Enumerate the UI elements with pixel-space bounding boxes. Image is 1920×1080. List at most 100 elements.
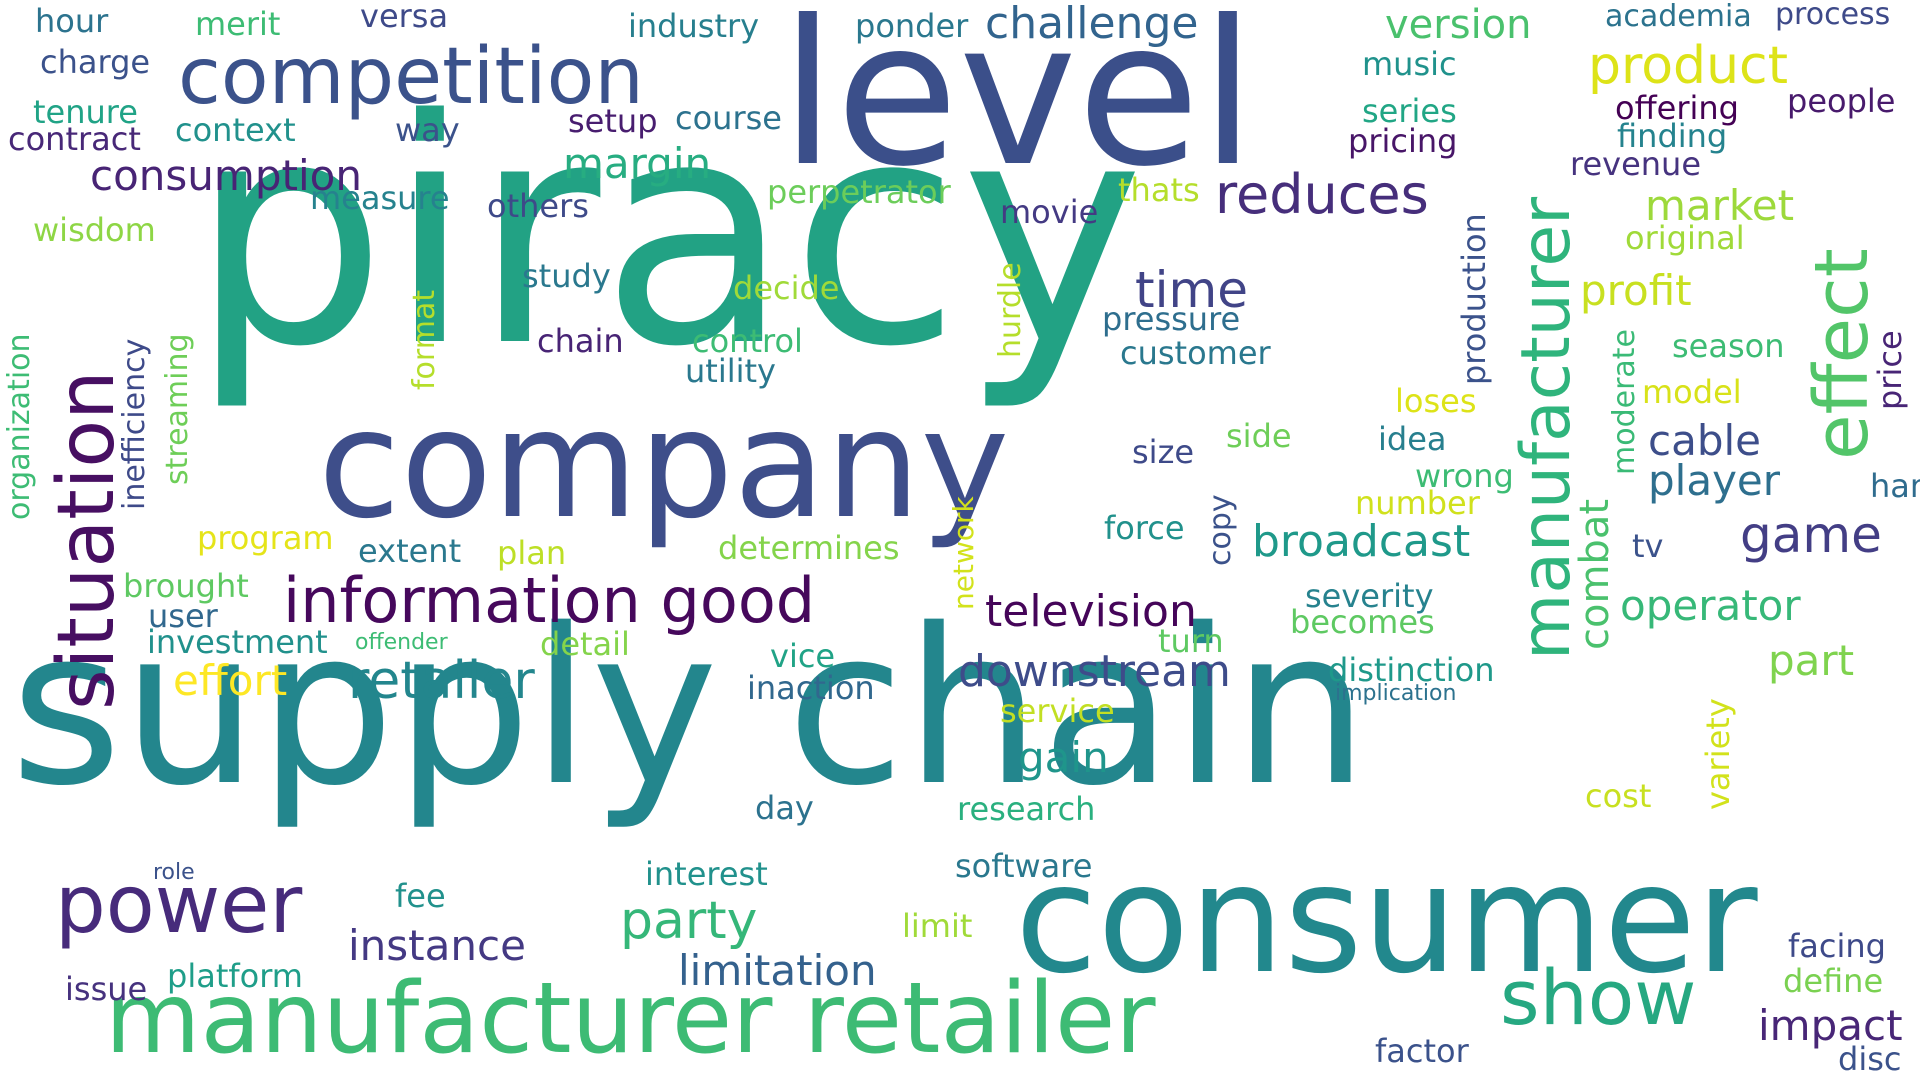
word-finding: finding bbox=[1617, 117, 1728, 155]
word-control: control bbox=[692, 322, 803, 360]
word-role: role bbox=[153, 860, 195, 885]
word-service: service bbox=[1000, 692, 1115, 730]
word-retailer: retailer bbox=[348, 651, 535, 711]
word-original: original bbox=[1625, 219, 1745, 257]
word-others: others bbox=[487, 187, 589, 225]
word-organization: organization bbox=[2, 333, 37, 520]
word-downstream: downstream bbox=[958, 646, 1231, 697]
word-instance: instance bbox=[348, 921, 526, 970]
word-consumption: consumption bbox=[90, 151, 362, 200]
word-broadcast: broadcast bbox=[1252, 516, 1471, 567]
word-pressure: pressure bbox=[1102, 300, 1241, 338]
word-cable: cable bbox=[1648, 416, 1761, 465]
word-disc: disc bbox=[1838, 1040, 1902, 1078]
word-chain: chain bbox=[537, 322, 624, 360]
word-process: process bbox=[1775, 0, 1891, 32]
word-company: company bbox=[318, 378, 1010, 552]
word-profit: profit bbox=[1580, 266, 1692, 315]
word-format: format bbox=[407, 289, 442, 390]
word-margin: margin bbox=[563, 139, 712, 188]
word-determines: determines bbox=[718, 529, 900, 567]
word-copy: copy bbox=[1203, 494, 1238, 566]
word-effort: effort bbox=[173, 656, 288, 705]
word-season: season bbox=[1672, 327, 1785, 365]
word-product: product bbox=[1588, 36, 1789, 96]
word-loses: loses bbox=[1395, 382, 1477, 420]
word-challenge: challenge bbox=[985, 0, 1199, 49]
word-measure: measure bbox=[310, 179, 450, 217]
word-pricing: pricing bbox=[1348, 122, 1458, 160]
word-variety: variety bbox=[1699, 698, 1737, 810]
word-software: software bbox=[955, 847, 1093, 885]
word-investment: investment bbox=[147, 623, 328, 661]
word-user: user bbox=[148, 597, 218, 635]
word-interest: interest bbox=[645, 855, 768, 893]
word-part: part bbox=[1768, 636, 1855, 685]
word-hurdle: hurdle bbox=[993, 262, 1028, 358]
word-brought: brought bbox=[123, 567, 249, 605]
word-market: market bbox=[1645, 181, 1795, 230]
word-price: price bbox=[1871, 330, 1909, 410]
word-party: party bbox=[620, 891, 758, 951]
word-factor: factor bbox=[1375, 1032, 1469, 1070]
word-gain: gain bbox=[1018, 733, 1109, 782]
word-limitation: limitation bbox=[678, 946, 877, 995]
word-limit: limit bbox=[902, 907, 973, 945]
word-utility: utility bbox=[685, 352, 776, 390]
word-context: context bbox=[175, 111, 296, 149]
word-tv: tv bbox=[1632, 527, 1664, 565]
word-people: people bbox=[1787, 82, 1896, 120]
word-music: music bbox=[1362, 45, 1457, 83]
word-distinction: distinction bbox=[1328, 651, 1495, 689]
word-setup: setup bbox=[568, 102, 658, 140]
word-ponder: ponder bbox=[855, 7, 969, 45]
word-combat: combat bbox=[1572, 498, 1618, 650]
word-series: series bbox=[1362, 92, 1457, 130]
word-production: production bbox=[1455, 213, 1493, 385]
word-number: number bbox=[1355, 484, 1480, 522]
word-course: course bbox=[675, 99, 782, 137]
word-detail: detail bbox=[540, 625, 630, 663]
word-game: game bbox=[1740, 506, 1882, 564]
word-operator: operator bbox=[1620, 581, 1801, 630]
word-manufacturer-retailer: manufacturer retailer bbox=[105, 962, 1156, 1076]
word-competition: competition bbox=[178, 32, 644, 122]
word-model: model bbox=[1642, 373, 1742, 411]
word-charge: charge bbox=[40, 43, 151, 81]
word-merit: merit bbox=[195, 5, 281, 43]
word-implication: implication bbox=[1335, 681, 1457, 706]
word-severity: severity bbox=[1305, 577, 1434, 615]
word-fee: fee bbox=[395, 877, 446, 915]
word-research: research bbox=[957, 790, 1096, 828]
word-television: television bbox=[985, 586, 1197, 637]
word-cost: cost bbox=[1585, 777, 1652, 815]
word-moderate: moderate bbox=[1607, 328, 1642, 475]
word-idea: idea bbox=[1378, 420, 1447, 458]
word-piracy: piracy bbox=[190, 54, 1145, 415]
word-facing: facing bbox=[1788, 927, 1886, 965]
word-tenure: tenure bbox=[33, 93, 138, 131]
word-consumer: consumer bbox=[1015, 833, 1758, 1007]
word-study: study bbox=[522, 257, 611, 295]
word-network: network bbox=[947, 496, 980, 610]
word-thats: thats bbox=[1118, 171, 1200, 209]
word-perpetrator: perpetrator bbox=[767, 173, 951, 211]
word-show: show bbox=[1500, 953, 1697, 1042]
word-vice: vice bbox=[770, 637, 836, 675]
word-way: way bbox=[395, 111, 460, 149]
word-wrong: wrong bbox=[1415, 457, 1514, 495]
word-issue: issue bbox=[65, 970, 148, 1008]
word-offering: offering bbox=[1615, 89, 1739, 127]
word-manufacturer: manufacturer bbox=[1507, 196, 1586, 660]
word-versa: versa bbox=[360, 0, 449, 35]
word-contract: contract bbox=[8, 120, 141, 158]
word-extent: extent bbox=[358, 532, 462, 570]
word-level: level bbox=[780, 0, 1256, 211]
word-information-good: information good bbox=[283, 564, 816, 637]
word-define: define bbox=[1783, 962, 1884, 1000]
word-becomes: becomes bbox=[1290, 603, 1435, 641]
word-industry: industry bbox=[628, 7, 760, 45]
word-force: force bbox=[1104, 509, 1185, 547]
word-time: time bbox=[1135, 261, 1248, 319]
